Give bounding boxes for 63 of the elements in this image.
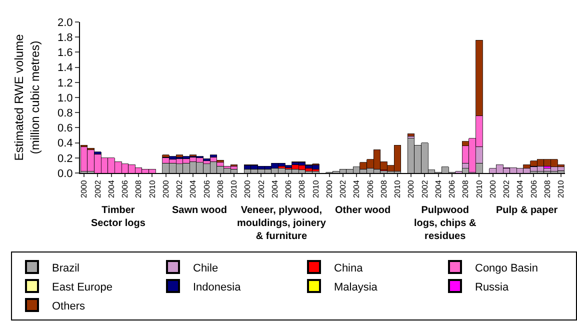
legend-label: China [334,262,364,274]
x-tick-label: 2002 [256,180,266,198]
x-tick-label: 2002 [502,180,512,198]
y-tick-label: 0.6 [58,122,73,135]
x-tick-label: 2000 [161,180,170,198]
legend-label: Indonesia [193,281,242,294]
x-tick-label: 2010 [556,180,566,198]
x-tick-label: 2006 [529,180,538,198]
x-tick-label: 2000 [406,180,416,198]
legend-label: East Europe [52,281,113,294]
x-tick-label: 2010 [148,180,157,198]
y-tick-label: 2.0 [58,16,73,29]
x-tick-label: 2002 [338,180,348,198]
y-tick-label: 1.4 [58,62,73,74]
x-tick-label: 2006 [366,180,375,198]
x-tick-label: 2004 [106,180,116,198]
x-tick-label: 2008 [542,180,552,198]
legend-label: Others [52,300,86,312]
legend-label: Russia [475,281,510,294]
x-tick-label: 2010 [311,180,320,198]
y-tick-label: 0.2 [58,152,73,165]
x-tick-label: 2008 [216,180,225,198]
x-tick-label: 2002 [93,180,102,198]
x-tick-label: 2010 [474,180,484,198]
x-tick-label: 2006 [448,180,457,198]
y-axis-title: Estimated RWE volume (million cubic metres) [12,34,42,161]
x-tick-label: 2002 [420,180,430,198]
y-tick-label: 0.8 [58,107,73,120]
text: Pulpwood logs, chips & residues [414,205,476,242]
x-tick-label: 2004 [270,180,280,198]
x-tick-label: 2006 [202,180,212,198]
y-tick-label: 1.0 [58,92,73,104]
x-tick-label: 2000 [488,180,498,198]
x-tick-label: 2000 [324,180,334,198]
y-tick-label: 1.2 [58,77,73,90]
x-tick-label: 2004 [516,180,525,198]
legend-label: Malaysia [334,281,378,294]
legend-label: Brazil [52,262,80,274]
x-tick-label: 2004 [188,180,198,198]
x-tick-label: 2010 [230,180,239,198]
text: Veneer, plywood, mouldings, joinery & furniture [237,205,326,242]
x-tick-label: 2010 [393,180,402,198]
x-tick-label: 2008 [298,180,307,198]
text: Other wood [335,205,391,216]
x-tick-label: 2000 [243,180,252,198]
x-tick-label: 2008 [134,180,144,198]
x-tick-label: 2004 [434,180,443,198]
text: Pulp & paper [496,205,558,216]
x-tick-label: 2002 [175,180,184,198]
x-tick-label: 2004 [352,180,362,198]
x-tick-label: 2006 [284,180,294,198]
y-tick-label: 0.4 [58,138,73,150]
x-tick-label: 2000 [80,180,89,198]
legend-label: Chile [193,262,218,274]
text: Timber Sector logs [91,205,146,229]
y-tick-label: 1.6 [58,47,73,60]
y-tick-label: 0.0 [58,168,73,180]
legend-label: Congo Basin [475,262,538,274]
x-tick-label: 2006 [120,180,130,198]
x-tick-label: 2008 [379,180,388,198]
x-tick-label: 2008 [461,180,470,198]
y-tick-label: 1.8 [58,32,73,44]
text: Sawn wood [172,205,227,216]
